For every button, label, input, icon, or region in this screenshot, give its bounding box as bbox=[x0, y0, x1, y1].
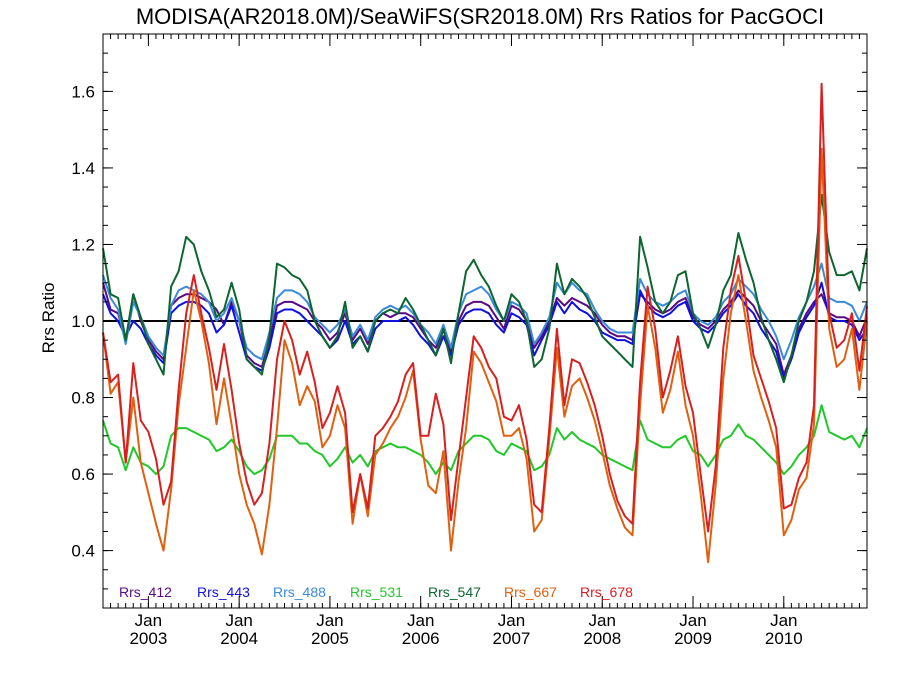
legend-entry-rrs-531: Rrs_531 bbox=[350, 584, 403, 600]
x-tick-month-label: Jan bbox=[589, 611, 616, 630]
series-line-rrs-667 bbox=[102, 147, 868, 564]
y-tick-label: 0.8 bbox=[71, 389, 95, 408]
legend-entry-rrs-547: Rrs_547 bbox=[428, 584, 481, 600]
x-tick-month-label: Jan bbox=[770, 611, 797, 630]
y-tick-label: 0.6 bbox=[71, 465, 95, 484]
x-tick-year-label: 2010 bbox=[765, 629, 803, 648]
x-tick-year-label: 2008 bbox=[583, 629, 621, 648]
series-line-rrs-547 bbox=[102, 193, 868, 384]
series-line-rrs-443 bbox=[102, 281, 868, 380]
x-tick-year-label: 2004 bbox=[220, 629, 258, 648]
y-axis-label: Rrs Ratio bbox=[39, 283, 58, 354]
legend-entry-rrs-678: Rrs_678 bbox=[580, 584, 633, 600]
legend-entry-rrs-488: Rrs_488 bbox=[273, 584, 326, 600]
x-tick-month-label: Jan bbox=[225, 611, 252, 630]
x-tick-month-label: Jan bbox=[679, 611, 706, 630]
y-tick-label: 1.2 bbox=[71, 235, 95, 254]
y-tick-label: 1.6 bbox=[71, 82, 95, 101]
series-line-rrs-412 bbox=[102, 282, 868, 376]
x-tick-month-label: Jan bbox=[135, 611, 162, 630]
x-tick-year-label: 2003 bbox=[129, 629, 167, 648]
axis-layer: 0.40.60.81.01.21.41.6Jan2003Jan2004Jan20… bbox=[71, 34, 868, 648]
x-tick-month-label: Jan bbox=[407, 611, 434, 630]
x-tick-year-label: 2005 bbox=[311, 629, 349, 648]
chart-title: MODISA(AR2018.0M)/SeaWiFS(SR2018.0M) Rrs… bbox=[136, 4, 824, 29]
y-tick-label: 0.4 bbox=[71, 542, 95, 561]
x-tick-year-label: 2007 bbox=[493, 629, 531, 648]
x-tick-year-label: 2006 bbox=[402, 629, 440, 648]
legend: Rrs_412 Rrs_443 Rrs_488 Rrs_531 Rrs_547 Rrs_6… bbox=[119, 584, 633, 600]
legend-entry-rrs-412: Rrs_412 bbox=[119, 584, 172, 600]
series-line-rrs-531 bbox=[102, 404, 868, 476]
legend-entry-rrs-443: Rrs_443 bbox=[197, 584, 250, 600]
x-tick-month-label: Jan bbox=[316, 611, 343, 630]
x-tick-month-label: Jan bbox=[498, 611, 525, 630]
series-line-rrs-678 bbox=[102, 82, 868, 533]
series-layer bbox=[102, 82, 868, 564]
y-tick-label: 1.4 bbox=[71, 159, 95, 178]
y-tick-label: 1.0 bbox=[71, 312, 95, 331]
legend-entry-rrs-667: Rrs_667 bbox=[504, 584, 557, 600]
x-tick-year-label: 2009 bbox=[674, 629, 712, 648]
